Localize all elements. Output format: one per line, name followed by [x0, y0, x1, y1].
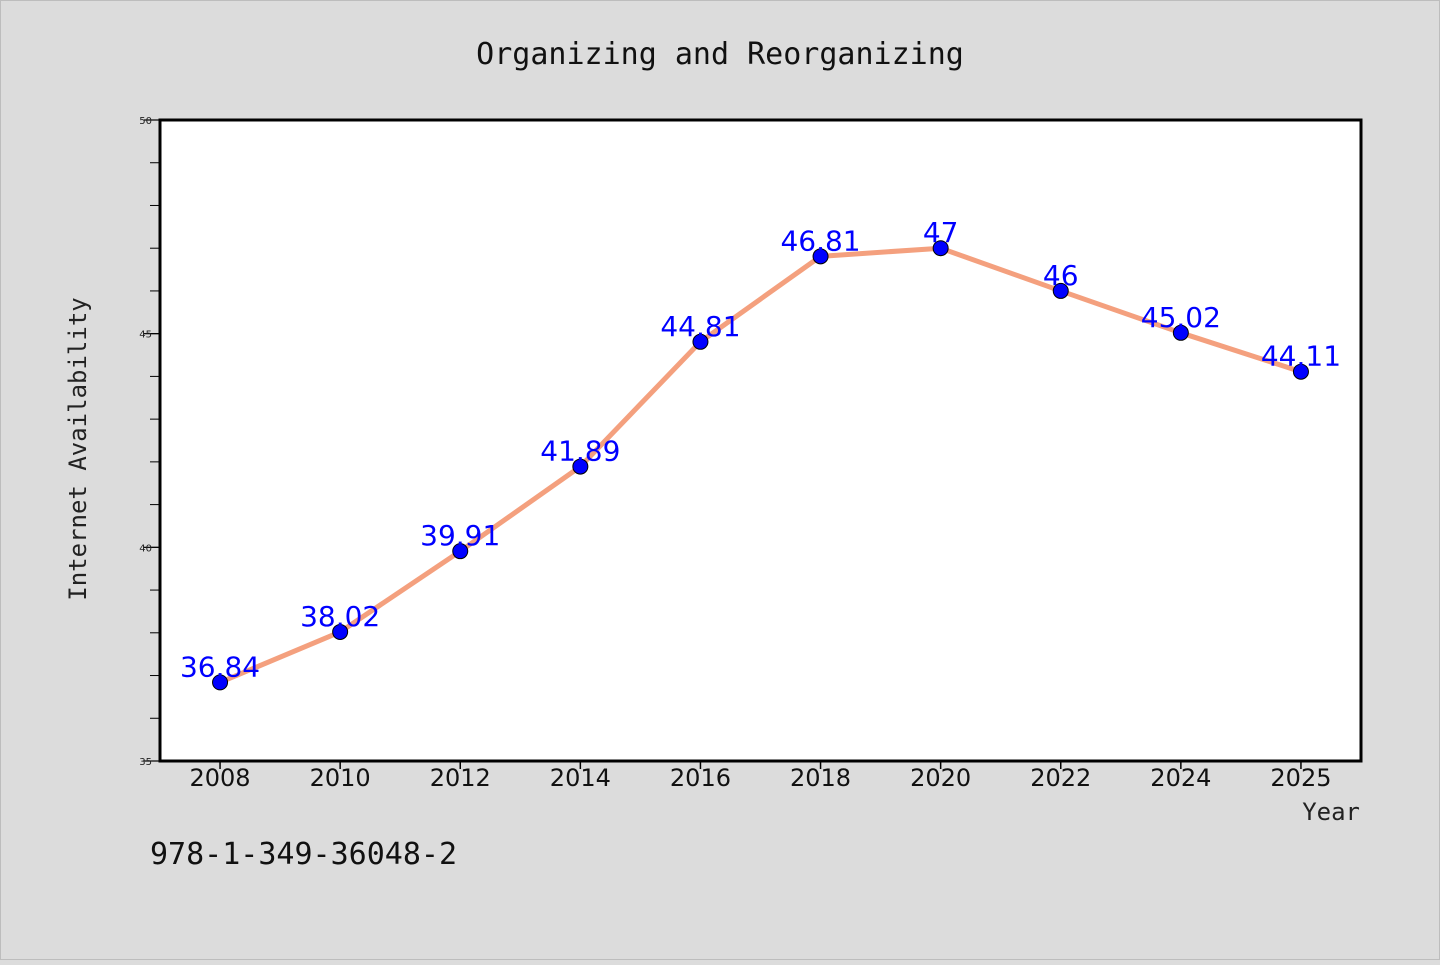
data-label: 47: [923, 216, 959, 249]
data-label: 46: [1043, 259, 1079, 292]
data-label: 38.02: [300, 600, 380, 633]
series-group: 36.84 38.02 39.91 41.89 44.81 46.81 47 46 45.02 4…: [180, 216, 1341, 691]
x-tick-label: 2010: [310, 764, 371, 792]
chart-title: Organizing and Reorganizing: [476, 37, 964, 72]
y-tick-label: 45: [139, 330, 152, 341]
data-label: 36.84: [180, 650, 260, 683]
data-label: 45.02: [1141, 301, 1221, 334]
footer-text: 978-1-349-36048-2: [150, 837, 457, 872]
x-tick-label: 2014: [550, 764, 611, 792]
data-point: [812, 248, 829, 265]
x-tick-label: 2020: [910, 764, 971, 792]
data-point: [1052, 282, 1069, 299]
data-point: [452, 543, 469, 560]
data-label: 44.81: [660, 310, 740, 343]
data-label: 39.91: [420, 519, 500, 552]
x-axis: 2008 2010 2012 2014 2016 2018 2020 2022 2024 2025: [190, 761, 1331, 792]
x-tick-label: 2008: [190, 764, 251, 792]
data-point: [932, 240, 949, 257]
x-axis-label: Year: [1302, 798, 1360, 826]
data-point: [1172, 324, 1189, 341]
series-line: [217, 245, 1304, 685]
y-tick-label: 40: [139, 543, 152, 554]
data-point: [212, 674, 229, 691]
x-tick-label: 2025: [1270, 764, 1331, 792]
y-tick-label: 35: [139, 757, 152, 768]
x-tick-label: 2016: [670, 764, 731, 792]
data-label: 46.81: [780, 224, 860, 257]
x-tick-label: 2022: [1030, 764, 1091, 792]
data-point: [572, 458, 589, 475]
y-axis-label: Internet Availability: [64, 297, 92, 600]
plot-area: [158, 118, 1363, 763]
x-tick-label: 2024: [1150, 764, 1211, 792]
x-tick-label: 2018: [790, 764, 851, 792]
data-point: [692, 333, 709, 350]
y-axis: 35 40 45 50: [139, 116, 160, 768]
data-label: 41.89: [540, 435, 620, 468]
data-point: [1292, 363, 1309, 380]
data-label: 44.11: [1261, 340, 1341, 373]
x-tick-label: 2012: [430, 764, 491, 792]
data-point: [332, 623, 349, 640]
y-tick-label: 50: [139, 116, 152, 127]
